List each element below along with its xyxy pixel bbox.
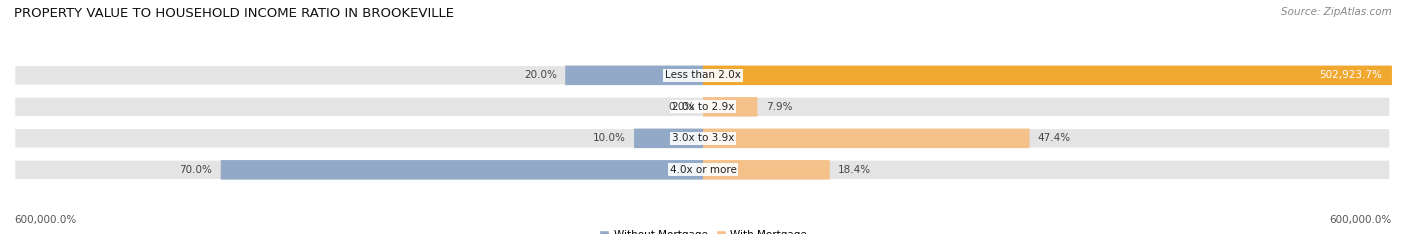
Text: 2.0x to 2.9x: 2.0x to 2.9x <box>672 102 734 112</box>
Text: Source: ZipAtlas.com: Source: ZipAtlas.com <box>1281 7 1392 17</box>
Text: 0.0%: 0.0% <box>668 102 695 112</box>
FancyBboxPatch shape <box>14 97 1391 117</box>
FancyBboxPatch shape <box>14 66 1391 85</box>
Text: 47.4%: 47.4% <box>1038 133 1071 143</box>
Text: 3.0x to 3.9x: 3.0x to 3.9x <box>672 133 734 143</box>
Text: 20.0%: 20.0% <box>524 70 557 80</box>
Text: 10.0%: 10.0% <box>593 133 626 143</box>
Text: 4.0x or more: 4.0x or more <box>669 165 737 175</box>
FancyBboxPatch shape <box>221 160 703 180</box>
Text: 18.4%: 18.4% <box>838 165 872 175</box>
Text: 600,000.0%: 600,000.0% <box>1330 215 1392 225</box>
FancyBboxPatch shape <box>634 128 703 148</box>
FancyBboxPatch shape <box>565 66 703 85</box>
Text: Less than 2.0x: Less than 2.0x <box>665 70 741 80</box>
FancyBboxPatch shape <box>703 66 1392 85</box>
Legend: Without Mortgage, With Mortgage: Without Mortgage, With Mortgage <box>595 226 811 234</box>
Text: 7.9%: 7.9% <box>766 102 792 112</box>
FancyBboxPatch shape <box>14 160 1391 180</box>
FancyBboxPatch shape <box>703 97 758 117</box>
Text: 600,000.0%: 600,000.0% <box>14 215 76 225</box>
Text: PROPERTY VALUE TO HOUSEHOLD INCOME RATIO IN BROOKEVILLE: PROPERTY VALUE TO HOUSEHOLD INCOME RATIO… <box>14 7 454 20</box>
FancyBboxPatch shape <box>703 128 1029 148</box>
Text: 502,923.7%: 502,923.7% <box>1319 70 1382 80</box>
FancyBboxPatch shape <box>703 160 830 180</box>
FancyBboxPatch shape <box>14 128 1391 148</box>
Text: 70.0%: 70.0% <box>180 165 212 175</box>
